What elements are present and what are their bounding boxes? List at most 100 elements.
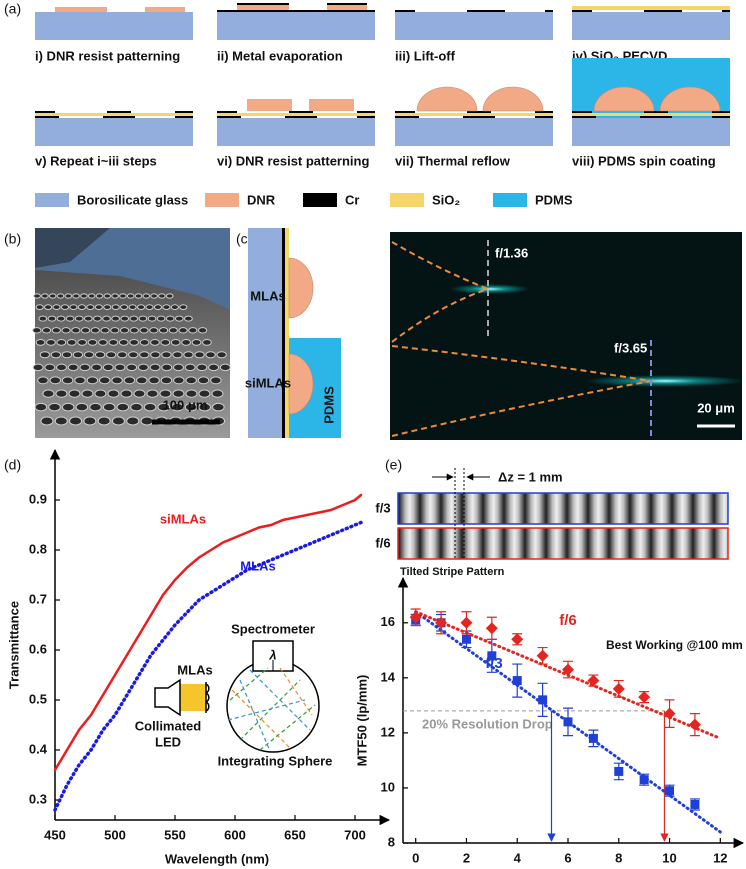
y-tick-label: 0.8 [29,541,47,556]
sem-lens [87,339,98,346]
marker [460,616,473,629]
x-tick-label: 6 [564,850,571,865]
light-path [259,704,316,751]
sem-lens [168,327,178,334]
x-tick-label: 2 [463,850,470,865]
sem-lens [120,315,130,322]
x-tick-label: 10 [662,850,676,865]
sem-lens [48,293,57,299]
cr-layer [535,116,553,118]
sem-lens [150,339,160,346]
threshold-label: 20% Resolution Drop [422,716,553,731]
sem-lens [173,363,184,372]
sem-lens [153,304,163,310]
cr-layer [237,3,289,5]
step-label: ii) Metal evaporation [217,48,343,63]
glass-layer [395,118,553,146]
microlens [288,257,314,319]
sem-lens [129,339,140,346]
cr-layer [644,111,668,113]
sem-lens [74,315,84,322]
sem-lens [108,339,119,346]
sem-lens [137,363,149,372]
sem-lens [184,402,198,412]
x-tick-label: 600 [224,827,246,842]
cr-layer [217,116,241,118]
sem-lens [44,363,56,372]
x-tick-label: 700 [344,827,366,842]
dnr-layer [309,99,354,111]
sem-lens [61,376,74,385]
microlens [659,86,721,112]
sem-lens [52,304,61,310]
light-path [229,667,269,701]
microlens [593,86,655,112]
sio2-layer [217,113,375,116]
y-tick-label: 0.3 [29,791,47,806]
sem-lens [138,315,148,322]
sem-lens [185,389,198,398]
sem-lens [150,351,161,359]
sem-lens [148,376,160,385]
sem-lens [41,327,52,334]
cr-layer [395,116,419,118]
focus-image [390,232,742,440]
cr-layer [722,10,730,12]
legend-swatch [493,193,527,207]
sem-lens [56,315,66,322]
sem-lens [162,304,171,310]
sem-lens [129,315,139,322]
glass-layer [395,12,553,40]
step-label: vi) DNR resist patterning [217,153,369,168]
sem-lens [120,389,133,398]
sem-lens [89,402,102,412]
marker [688,718,701,731]
sem-lens [86,376,99,385]
sem-lens [114,363,126,372]
sem-lens [39,351,51,359]
cr-layer [467,111,491,113]
sem-lens [79,363,91,372]
sem-lens [83,315,93,322]
marker [511,633,524,646]
sem-lens [98,339,108,346]
step-label: viii) PDMS spin coating [572,153,716,168]
glass-layer [248,228,282,438]
sem-lens [72,293,80,299]
marker [665,786,675,796]
annotation: Best Working @100 mm [606,638,743,652]
sem-lens [174,315,184,322]
step-label: v) Repeat i~iii steps [35,153,157,168]
sem-lens [38,315,48,322]
sem-lens [178,327,188,334]
cr-layer [175,116,193,118]
sem-lens [143,402,157,412]
sem-lens [111,293,119,299]
marker [487,651,497,661]
x-tick-label: 550 [164,827,186,842]
marker [614,766,624,776]
cr-layer [282,228,285,438]
legend-swatch [303,193,337,207]
sem-lens [102,315,111,322]
sem-lens [205,351,216,359]
sem-lens [159,389,172,398]
sem-lens [194,351,205,359]
sem-lens [216,351,227,359]
sem-lens [191,339,202,346]
cr-layer [357,111,375,113]
cr-layer [175,111,193,113]
dz-label: Δz = 1 mm [498,469,563,484]
sem-lens [128,304,137,310]
sem-lens [102,363,114,372]
row-label: MLAs [250,288,285,303]
sem-lens [72,351,84,359]
focal-label: f/3.65 [614,340,647,355]
sem-lens [61,402,75,412]
sem-lens [165,315,175,322]
marker [409,611,422,624]
sem-lens [184,315,193,322]
sem-lens [170,339,181,346]
series-label: f/3 [485,655,503,672]
sem-lens [46,339,56,346]
